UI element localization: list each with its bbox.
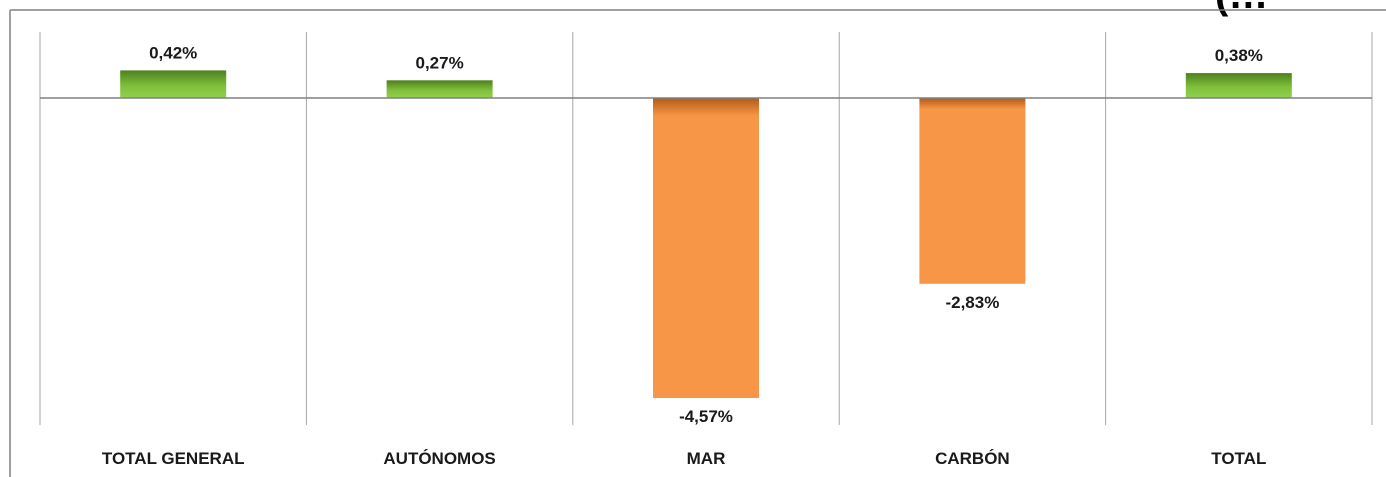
- bar-total-general: [120, 70, 227, 98]
- category-label-total-general: TOTAL GENERAL: [102, 449, 245, 468]
- data-label-carbon: -2,83%: [945, 293, 999, 312]
- data-label-autonomos: 0,27%: [415, 53, 463, 72]
- chart-title-fragment: (…: [1215, 0, 1268, 17]
- bar-carbon: [919, 98, 1026, 284]
- bars: [120, 70, 1292, 398]
- category-label-autonomos: AUTÓNOMOS: [383, 449, 495, 468]
- data-label-total: 0,38%: [1215, 46, 1263, 65]
- category-label-carbon: CARBÓN: [935, 449, 1010, 468]
- data-label-mar: -4,57%: [679, 407, 733, 426]
- category-labels: TOTAL GENERAL AUTÓNOMOS MAR CARBÓN TOTAL: [102, 449, 1266, 468]
- bar-autonomos: [386, 80, 493, 98]
- category-label-total: TOTAL: [1211, 449, 1266, 468]
- plot-frame: [9, 9, 1386, 477]
- bar-total: [1185, 73, 1292, 98]
- bar-mar: [653, 98, 759, 398]
- category-label-mar: MAR: [687, 449, 726, 468]
- data-labels: 0,42% 0,27% -4,57% -2,83% 0,38%: [149, 43, 1263, 426]
- data-label-total-general: 0,42%: [149, 43, 197, 62]
